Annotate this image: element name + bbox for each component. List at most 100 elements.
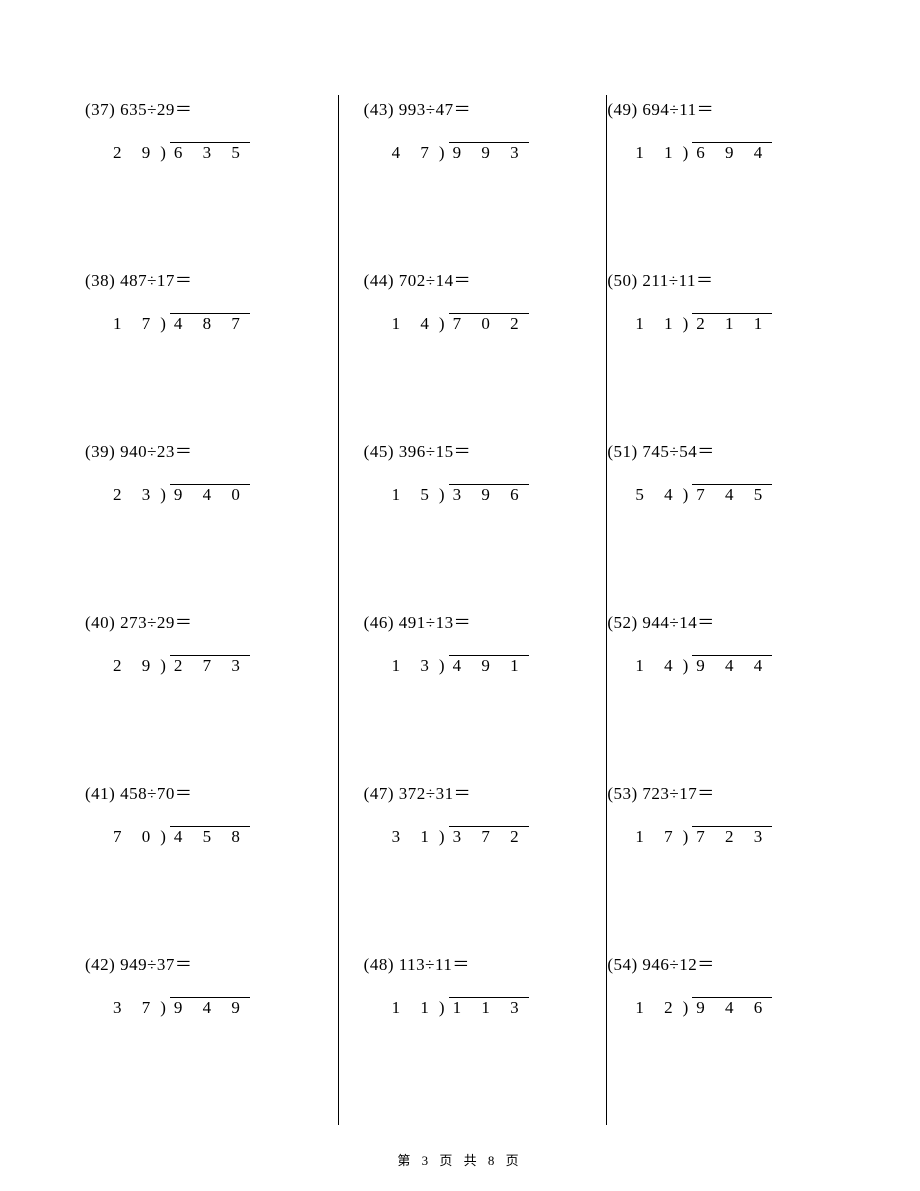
columns-container: (37) 635÷29＝2 9)6 3 5(38) 487÷17＝1 7)4 8… — [85, 95, 860, 1125]
division-bracket: ) — [683, 998, 689, 1018]
divisor: 4 7 — [392, 143, 439, 163]
problem: (48) 113÷11＝ 1 1)1 1 3 — [364, 950, 607, 1121]
problem: (37) 635÷29＝ 2 9)6 3 5 — [85, 95, 328, 266]
problem-label: (39) 940÷23＝ — [85, 437, 328, 462]
problem: (43) 993÷47＝4 7)9 9 3 — [364, 95, 607, 266]
problem-label: (53) 723÷17＝ — [607, 779, 850, 804]
problem: (52) 944÷14＝ 1 4)9 4 4 — [607, 608, 850, 779]
problem-label: (37) 635÷29＝ — [85, 95, 328, 120]
problem: (38) 487÷17＝ 1 7)4 8 7 — [85, 266, 328, 437]
long-division: 1 3)4 9 1 — [392, 655, 607, 676]
long-division: 2 3)9 4 0 — [113, 484, 328, 505]
division-bracket: ) — [439, 827, 445, 847]
long-division: 5 4)7 4 5 — [635, 484, 850, 505]
divisor: 1 7 — [113, 314, 160, 334]
long-division: 1 1)6 9 4 — [635, 142, 850, 163]
column: (37) 635÷29＝2 9)6 3 5(38) 487÷17＝1 7)4 8… — [85, 95, 338, 1125]
problem: (42) 949÷37＝ 3 7)9 4 9 — [85, 950, 328, 1121]
divisor: 3 1 — [392, 827, 439, 847]
divisor: 1 1 — [392, 998, 439, 1018]
problem-label: (48) 113÷11＝ — [364, 950, 607, 975]
divisor: 1 1 — [635, 314, 682, 334]
divisor: 1 5 — [392, 485, 439, 505]
footer-suffix: 页 — [506, 1153, 523, 1168]
problem: (49) 694÷11＝1 1)6 9 4 — [607, 95, 850, 266]
problem-label: (38) 487÷17＝ — [85, 266, 328, 291]
divisor: 2 3 — [113, 485, 160, 505]
division-bracket: ) — [160, 827, 166, 847]
divisor: 7 0 — [113, 827, 160, 847]
divisor: 1 7 — [635, 827, 682, 847]
division-bracket: ) — [160, 314, 166, 334]
dividend: 3 7 2 — [449, 826, 529, 847]
divisor: 2 9 — [113, 656, 160, 676]
problem: (50) 211÷11＝ 1 1)2 1 1 — [607, 266, 850, 437]
problem: (41) 458÷70＝ 7 0)4 5 8 — [85, 779, 328, 950]
divisor: 5 4 — [635, 485, 682, 505]
division-bracket: ) — [160, 143, 166, 163]
problem: (54) 946÷12＝1 2)9 4 6 — [607, 950, 850, 1121]
problem: (45) 396÷15＝ 1 5)3 9 6 — [364, 437, 607, 608]
division-bracket: ) — [683, 827, 689, 847]
dividend: 4 8 7 — [170, 313, 250, 334]
dividend: 7 2 3 — [692, 826, 772, 847]
division-bracket: ) — [683, 314, 689, 334]
problem-label: (42) 949÷37＝ — [85, 950, 328, 975]
long-division: 1 4)7 0 2 — [392, 313, 607, 334]
long-division: 7 0)4 5 8 — [113, 826, 328, 847]
footer-prefix: 第 — [397, 1153, 414, 1168]
long-division: 3 7)9 4 9 — [113, 997, 328, 1018]
dividend: 4 5 8 — [170, 826, 250, 847]
division-bracket: ) — [160, 998, 166, 1018]
division-bracket: ) — [439, 143, 445, 163]
dividend: 9 4 9 — [170, 997, 250, 1018]
long-division: 2 9)2 7 3 — [113, 655, 328, 676]
long-division: 1 2)9 4 6 — [635, 997, 850, 1018]
division-bracket: ) — [439, 485, 445, 505]
division-bracket: ) — [160, 656, 166, 676]
column: (43) 993÷47＝4 7)9 9 3(44) 702÷14＝1 4)7 0… — [339, 95, 607, 1125]
divisor: 1 2 — [635, 998, 682, 1018]
footer-mid: 页 共 — [439, 1153, 480, 1168]
problem: (40) 273÷29＝ 2 9)2 7 3 — [85, 608, 328, 779]
page-footer: 第 3 页 共 8 页 — [0, 1150, 920, 1169]
long-division: 1 1)1 1 3 — [392, 997, 607, 1018]
column: (49) 694÷11＝1 1)6 9 4(50) 211÷11＝1 1)2 1… — [607, 95, 860, 1125]
problem: (46) 491÷13＝ 1 3)4 9 1 — [364, 608, 607, 779]
problem-label: (51) 745÷54＝ — [607, 437, 850, 462]
dividend: 2 7 3 — [170, 655, 250, 676]
division-bracket: ) — [683, 656, 689, 676]
divisor: 1 4 — [392, 314, 439, 334]
dividend: 1 1 3 — [449, 997, 529, 1018]
problem-label: (41) 458÷70＝ — [85, 779, 328, 804]
dividend: 3 9 6 — [449, 484, 529, 505]
dividend: 9 4 4 — [692, 655, 772, 676]
problem-label: (45) 396÷15＝ — [364, 437, 607, 462]
dividend: 9 4 6 — [692, 997, 772, 1018]
division-bracket: ) — [439, 656, 445, 676]
division-bracket: ) — [683, 143, 689, 163]
problem: (47) 372÷31＝ 3 1)3 7 2 — [364, 779, 607, 950]
problem-label: (50) 211÷11＝ — [607, 266, 850, 291]
long-division: 4 7)9 9 3 — [392, 142, 607, 163]
divisor: 3 7 — [113, 998, 160, 1018]
long-division: 1 4)9 4 4 — [635, 655, 850, 676]
dividend: 7 4 5 — [692, 484, 772, 505]
dividend: 7 0 2 — [449, 313, 529, 334]
dividend: 4 9 1 — [449, 655, 529, 676]
problem-label: (47) 372÷31＝ — [364, 779, 607, 804]
problem-label: (46) 491÷13＝ — [364, 608, 607, 633]
long-division: 2 9)6 3 5 — [113, 142, 328, 163]
long-division: 1 1)2 1 1 — [635, 313, 850, 334]
problem-label: (52) 944÷14＝ — [607, 608, 850, 633]
problem: (53) 723÷17＝ 1 7)7 2 3 — [607, 779, 850, 950]
long-division: 1 5)3 9 6 — [392, 484, 607, 505]
problem-label: (40) 273÷29＝ — [85, 608, 328, 633]
dividend: 9 4 0 — [170, 484, 250, 505]
divisor: 1 3 — [392, 656, 439, 676]
problem: (51) 745÷54＝ 5 4)7 4 5 — [607, 437, 850, 608]
dividend: 2 1 1 — [692, 313, 772, 334]
divisor: 2 9 — [113, 143, 160, 163]
problem: (39) 940÷23＝ 2 3)9 4 0 — [85, 437, 328, 608]
footer-current: 3 — [422, 1153, 433, 1168]
